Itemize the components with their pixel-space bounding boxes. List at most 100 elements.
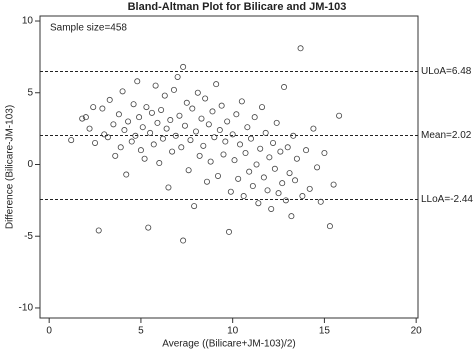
point (244, 124, 251, 131)
point (266, 154, 273, 161)
point (101, 131, 108, 138)
x-tick-label: 20 (411, 326, 423, 337)
point (214, 172, 221, 179)
point (310, 125, 317, 132)
point (284, 144, 291, 151)
point (117, 144, 124, 151)
point (170, 86, 177, 93)
point (198, 115, 205, 122)
point (125, 118, 132, 125)
point (248, 135, 255, 142)
point (216, 127, 223, 134)
point (260, 174, 267, 181)
point (299, 193, 306, 200)
point (330, 181, 337, 188)
point (121, 127, 128, 134)
point (200, 142, 207, 149)
plot-frame (39, 15, 419, 319)
point (224, 118, 231, 125)
y-axis-label: Difference (Bilicare-JM-103) (5, 105, 16, 229)
y-tick-label: -5 (24, 231, 33, 242)
point (145, 224, 152, 231)
point (253, 161, 260, 168)
chart-title: Bland-Altman Plot for Bilicare and JM-10… (128, 1, 347, 13)
point (235, 175, 242, 182)
point (238, 98, 245, 105)
point (288, 213, 295, 220)
point (86, 125, 93, 132)
point (163, 125, 170, 132)
point (233, 111, 240, 118)
y-tick-label: 0 (27, 159, 33, 170)
point (115, 111, 122, 118)
x-tick-label: 0 (46, 326, 52, 337)
point (297, 45, 304, 52)
point (181, 122, 188, 129)
point (178, 144, 185, 151)
point (249, 183, 256, 190)
point (128, 138, 135, 145)
point (95, 227, 102, 234)
x-axis-label: Average ((Bilicare+JM-103)/2) (162, 339, 295, 350)
point (150, 141, 157, 148)
reference-label: ULoA=6.48 (421, 66, 472, 77)
reference-label: Mean=2.02 (421, 130, 472, 141)
point (306, 185, 313, 192)
point (167, 117, 174, 124)
point (92, 139, 99, 146)
point (257, 145, 264, 152)
point (273, 119, 280, 126)
point (123, 171, 130, 178)
point (82, 114, 89, 121)
reference-label: LLoA=-2.44 (421, 194, 473, 205)
point (277, 148, 284, 155)
point (130, 101, 137, 108)
point (174, 73, 181, 80)
point (262, 129, 269, 136)
point (211, 134, 218, 141)
point (152, 82, 159, 89)
point (159, 135, 166, 142)
point (141, 155, 148, 162)
point (139, 124, 146, 131)
point (156, 160, 163, 167)
point (246, 168, 253, 175)
point (270, 139, 277, 146)
point (326, 223, 333, 230)
point (132, 132, 139, 139)
x-tick-label: 15 (319, 326, 331, 337)
point (180, 63, 187, 70)
point (231, 157, 238, 164)
point (158, 106, 165, 113)
point (169, 148, 176, 155)
point (317, 198, 324, 205)
point (303, 147, 310, 154)
point (222, 138, 229, 145)
point (203, 178, 210, 185)
point (180, 237, 187, 244)
point (90, 104, 97, 111)
point (205, 121, 212, 128)
point (194, 89, 201, 96)
point (229, 131, 236, 138)
point (147, 129, 154, 136)
point (104, 134, 111, 141)
point (227, 188, 234, 195)
point (79, 115, 86, 122)
point (275, 190, 282, 197)
point (213, 81, 220, 88)
point (259, 104, 266, 111)
point (286, 170, 293, 177)
point (314, 164, 321, 171)
point (225, 228, 232, 235)
point (251, 114, 258, 121)
point (165, 184, 172, 191)
point (196, 152, 203, 159)
point (336, 112, 343, 119)
point (119, 88, 126, 95)
point (237, 141, 244, 148)
annotation: Sample size=458 (50, 23, 127, 34)
point (279, 180, 286, 187)
point (282, 197, 289, 204)
